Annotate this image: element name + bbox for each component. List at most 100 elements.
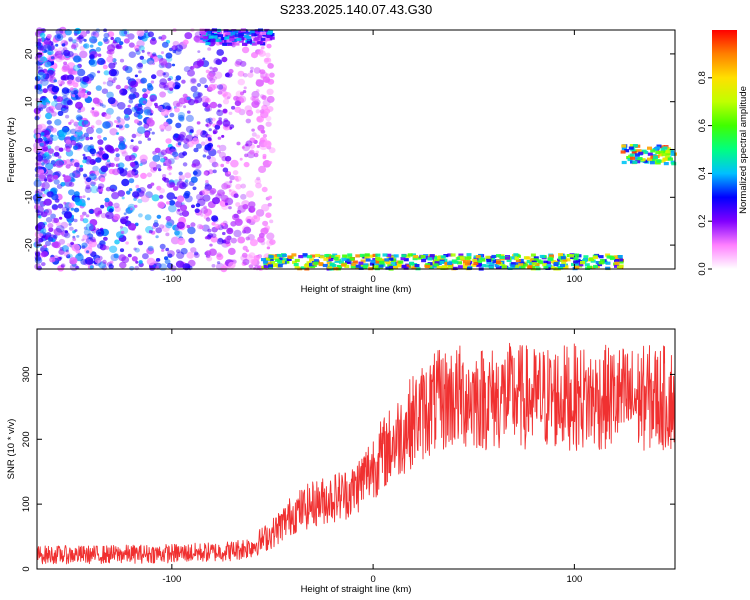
spectrogram-cell xyxy=(114,37,122,43)
spectrogram-cell xyxy=(261,258,266,262)
spectrogram-cell xyxy=(121,196,125,200)
spectrogram-cell xyxy=(72,39,77,44)
spectrogram-cell xyxy=(51,85,60,93)
spectrogram-cell xyxy=(202,188,210,196)
spectrogram-cell xyxy=(515,259,521,263)
spectrogram-cell xyxy=(83,229,91,236)
spectrogram-cell xyxy=(145,191,153,199)
spectrogram-cell xyxy=(375,257,381,261)
spectrogram-cell xyxy=(107,44,116,52)
spectrogram-cell xyxy=(204,236,209,240)
spectrogram-cell xyxy=(156,185,162,191)
spectrogram-cell xyxy=(249,30,255,34)
colorbar-tick-label: 0.8 xyxy=(697,71,708,84)
spectrogram-cell xyxy=(137,62,143,68)
spectrogram-cell xyxy=(102,37,109,42)
spectrogram-cell xyxy=(258,232,265,239)
spectrogram-cell xyxy=(105,211,114,220)
spectrogram-cell xyxy=(159,78,167,86)
spectrogram-cell xyxy=(61,206,68,213)
x-tick-label: 0 xyxy=(370,274,375,285)
spectrogram-cell xyxy=(194,208,200,213)
spectrogram-cell xyxy=(95,157,102,163)
spectrogram-cell xyxy=(81,242,88,248)
spectrogram-cell xyxy=(152,154,161,162)
spectrogram-cell xyxy=(207,228,212,233)
spectrogram-cell xyxy=(147,85,154,91)
spectrogram-cell xyxy=(268,255,274,259)
spectrogram-cell xyxy=(477,260,483,264)
spectrogram-cell xyxy=(495,260,501,264)
spectrogram-cell xyxy=(217,90,223,95)
spectrogram-cell xyxy=(58,147,64,152)
spectrogram-cell xyxy=(174,196,178,200)
spectrogram-cell xyxy=(211,215,219,222)
spectrogram-cell xyxy=(54,145,61,151)
spectrogram-cell xyxy=(75,253,84,262)
spectrogram-cell xyxy=(457,261,462,265)
spectrogram-cell xyxy=(309,258,315,262)
spectrogram-cell xyxy=(102,81,106,85)
spectrogram-cell xyxy=(429,254,435,258)
spectrogram-cell xyxy=(48,105,55,112)
spectrogram-cell xyxy=(249,239,258,247)
spectrogram-cell xyxy=(216,49,224,56)
spectrogram-cell xyxy=(114,147,120,152)
spectrogram-cell xyxy=(303,264,309,268)
spectrogram-cell xyxy=(546,264,552,268)
spectrogram-cell xyxy=(277,264,283,268)
spectrogram-cell xyxy=(237,78,245,86)
spectrogram-cell xyxy=(42,44,52,52)
spectrogram-cell xyxy=(162,174,167,178)
spectrogram-cell xyxy=(251,52,258,59)
spectrogram-cell xyxy=(139,163,143,167)
spectrogram-cell xyxy=(58,216,63,220)
spectrogram-cell xyxy=(467,266,472,270)
spectrogram-cell xyxy=(265,38,271,42)
spectrogram-cell xyxy=(50,134,54,138)
spectrogram-cell xyxy=(251,33,257,37)
spectrogram-cell xyxy=(176,102,181,107)
spectrogram-cell xyxy=(237,236,246,244)
spectrogram-cell xyxy=(207,47,212,51)
spectrogram-cell xyxy=(56,184,63,189)
x-tick-label: 0 xyxy=(370,574,375,585)
spectrogram-cell xyxy=(329,254,335,258)
spectrogram-cell xyxy=(68,223,72,226)
spectrogram-cell xyxy=(137,240,144,246)
spectrogram-cell xyxy=(663,162,669,166)
snr-panel: -100 0 100 0 100 200 300 Height of straight li… xyxy=(6,328,676,595)
spectrogram-cell xyxy=(249,69,254,73)
spectrogram-cell xyxy=(68,121,72,125)
spectrogram-cell xyxy=(188,237,195,244)
spectrogram-cell xyxy=(589,258,595,262)
spectrogram-cell xyxy=(647,152,653,156)
spectrogram-cell xyxy=(119,169,128,177)
spectrogram-cell xyxy=(246,36,252,40)
spectrogram-cell xyxy=(658,153,664,157)
spectrogram-cell xyxy=(162,102,171,110)
spectrogram-cell xyxy=(109,128,118,136)
spectrogram-cell xyxy=(621,144,627,148)
spectrogram-cell xyxy=(73,207,80,213)
spectrogram-cell xyxy=(233,193,239,198)
spectrogram-cell xyxy=(423,254,429,258)
spectrogram-cell xyxy=(97,41,103,46)
spectrogram-cell xyxy=(324,254,330,258)
spectrogram-cell xyxy=(200,35,206,39)
spectrogram-cell xyxy=(227,171,231,175)
spectrogram-cell xyxy=(196,60,204,67)
spectrogram-cell xyxy=(205,118,211,123)
spectrogram-cell xyxy=(197,50,201,53)
spectrogram-cell xyxy=(158,36,162,40)
spectrogram-cell xyxy=(251,100,260,109)
spectrogram-cell xyxy=(82,234,89,241)
spectrogram-cell xyxy=(169,182,176,188)
spectrogram-cell xyxy=(239,157,243,161)
spectrogram-cell xyxy=(115,132,119,135)
spectrogram-cell xyxy=(583,255,589,259)
spectrogram-cell xyxy=(81,238,85,242)
y-tick-label: 0 xyxy=(24,147,35,152)
spectrogram-cell xyxy=(214,38,220,42)
spectrogram-cell xyxy=(665,152,671,156)
